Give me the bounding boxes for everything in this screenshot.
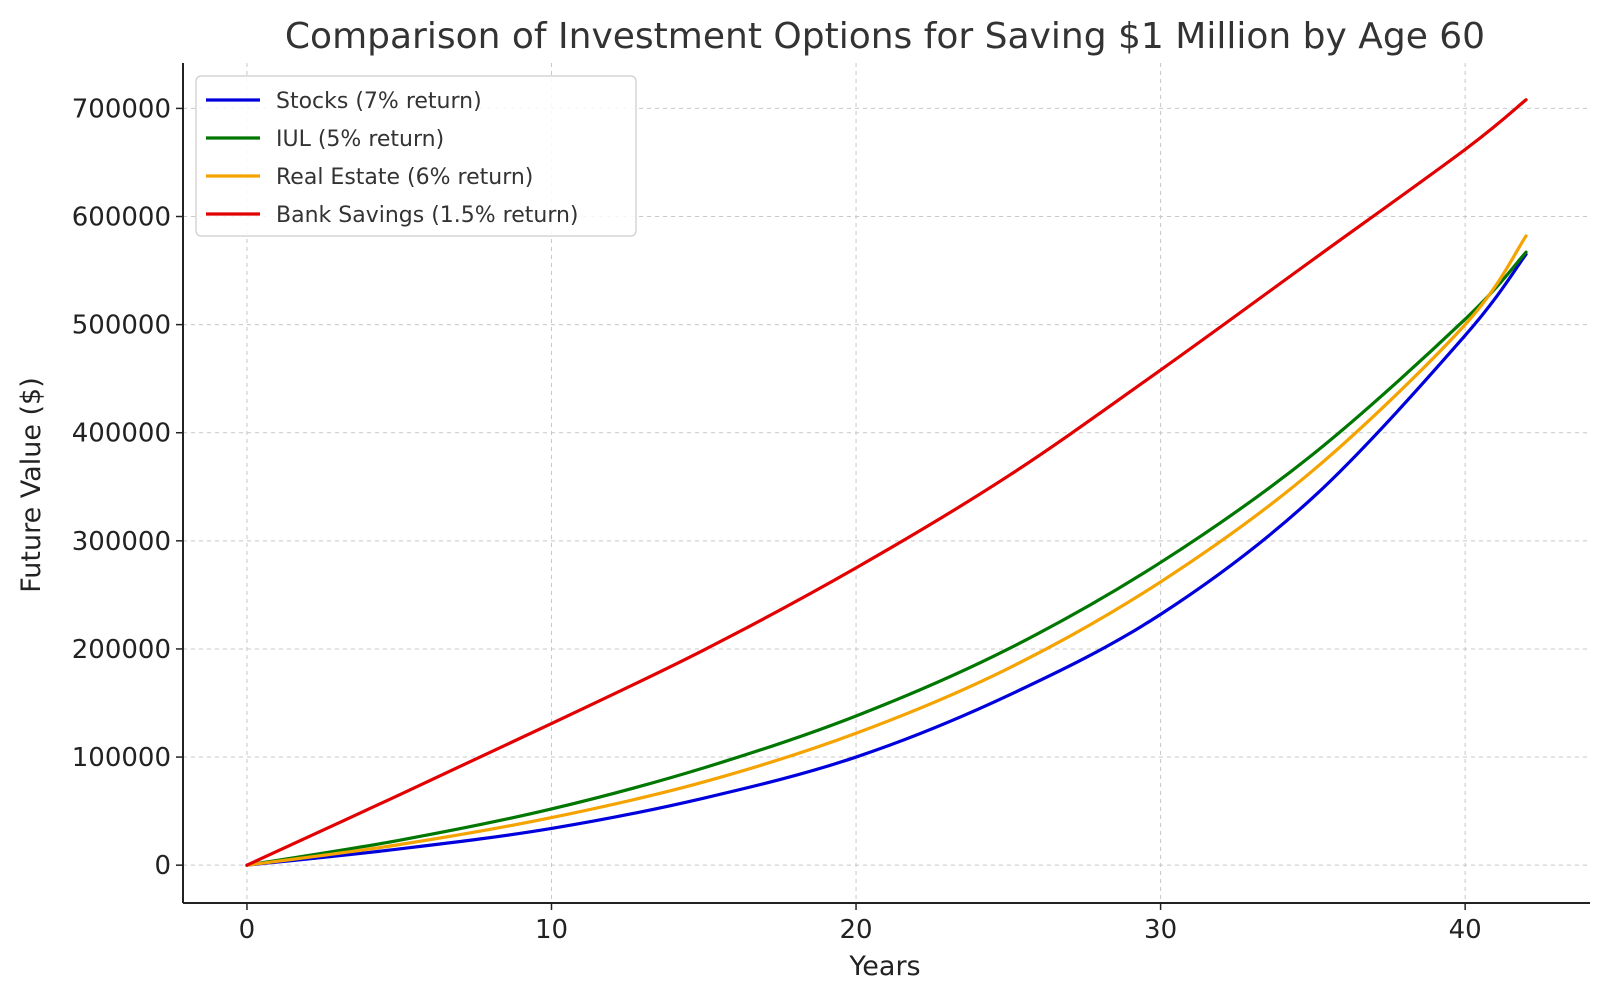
y-tick-label: 200000 xyxy=(72,635,171,665)
x-tick-label: 30 xyxy=(1144,915,1177,945)
y-tick-label: 600000 xyxy=(72,203,171,233)
legend: Stocks (7% return) IUL (5% return) Real Es… xyxy=(195,75,637,237)
chart-title: Comparison of Investment Options for Sav… xyxy=(285,16,1485,57)
legend-box xyxy=(195,75,637,237)
y-tick-label: 0 xyxy=(154,851,171,881)
series-line-3 xyxy=(245,98,1528,867)
series-line-1 xyxy=(245,250,1528,867)
legend-label: Bank Savings (1.5% return) xyxy=(276,203,579,228)
y-axis-label: Future Value ($) xyxy=(16,377,47,593)
y-tick-label: 700000 xyxy=(72,94,171,124)
series-line-2 xyxy=(245,234,1528,867)
y-tick-label: 100000 xyxy=(72,743,171,773)
y-tick-label: 400000 xyxy=(72,419,171,449)
x-tick-label: 10 xyxy=(535,915,568,945)
x-tick-label: 40 xyxy=(1449,915,1482,945)
axes xyxy=(176,63,1590,910)
x-axis-label: Years xyxy=(848,951,920,982)
legend-label: IUL (5% return) xyxy=(276,127,444,152)
x-tick-label: 20 xyxy=(839,915,872,945)
tick-labels: 0 10 20 30 40 0 100000 200000 300000 400000 500000… xyxy=(72,94,1482,945)
legend-label: Stocks (7% return) xyxy=(276,89,482,114)
y-tick-label: 500000 xyxy=(72,311,171,341)
series-line-0 xyxy=(245,252,1528,867)
x-tick-label: 0 xyxy=(239,915,256,945)
legend-label: Real Estate (6% return) xyxy=(276,165,533,190)
y-tick-label: 300000 xyxy=(72,527,171,557)
series-lines xyxy=(245,98,1528,867)
